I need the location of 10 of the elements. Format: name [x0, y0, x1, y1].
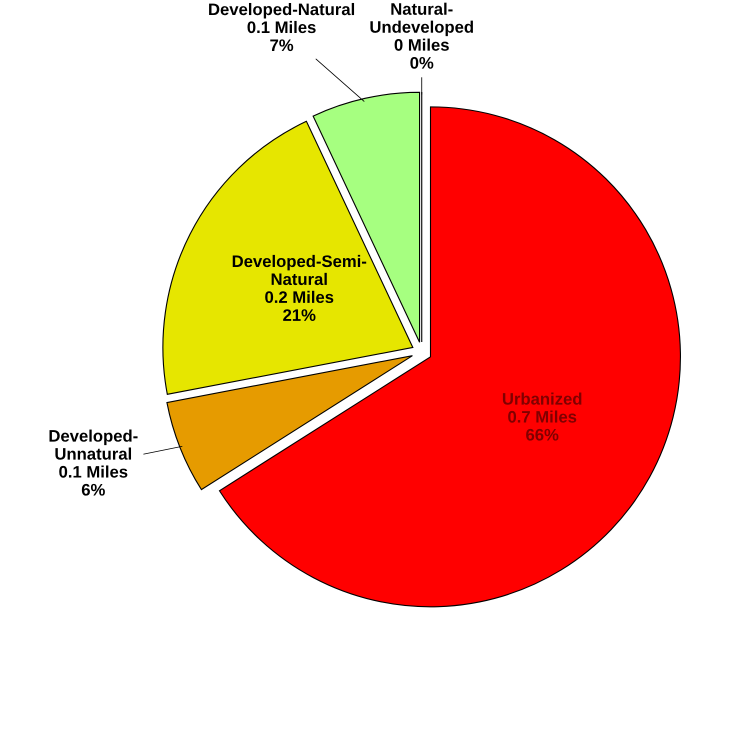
data-label: 0.1 Miles 6% — [59, 465, 128, 496]
slice-label: Developed-Natural — [209, 2, 354, 19]
slice-label: Developed-Semi-Natural — [232, 254, 366, 286]
data-label: 0.7 Miles 66% — [508, 410, 576, 441]
slice-label: Urbanized — [502, 392, 582, 405]
data-label: 0.2 Miles 21% — [265, 290, 334, 321]
slice-label: Developed-Unnatural — [50, 430, 138, 460]
category-label: Natural-Undeveloped — [370, 2, 473, 36]
data-label: 0.1 Miles 7% — [248, 20, 316, 52]
text: 0 Miles 0% — [394, 38, 449, 69]
